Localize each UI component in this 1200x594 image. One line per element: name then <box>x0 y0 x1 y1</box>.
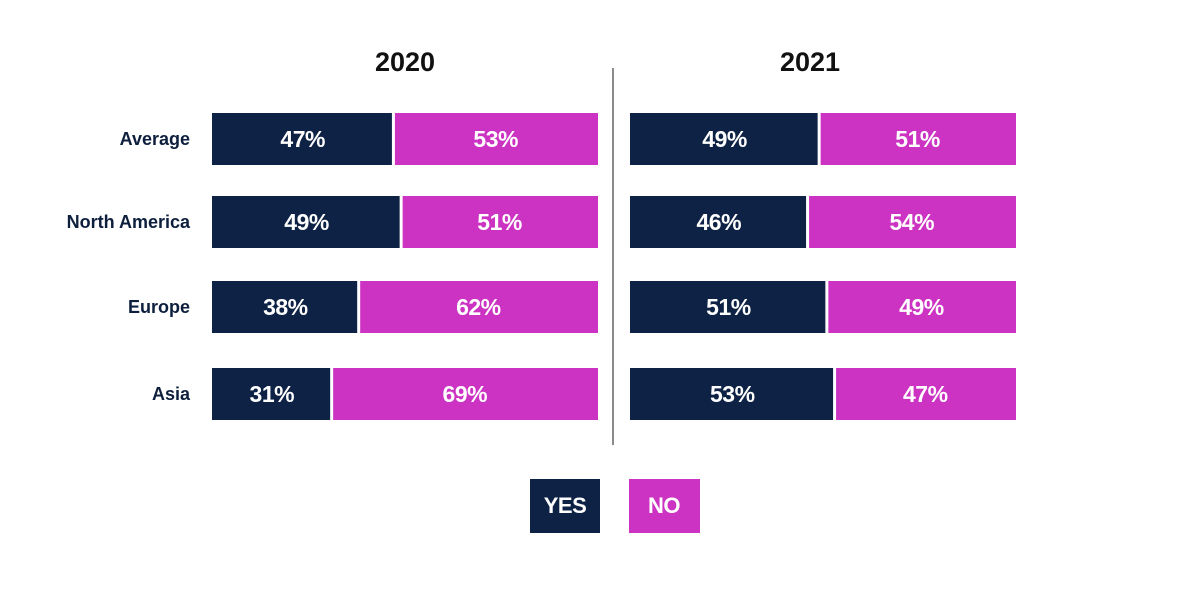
bar-no <box>820 113 1016 165</box>
bar-no <box>333 368 598 420</box>
bar-no-label: 62% <box>456 294 501 320</box>
category-labels: Average North America Europe Asia <box>67 129 191 404</box>
legend: YES NO <box>530 479 700 533</box>
bar-no <box>402 196 598 248</box>
category-label: North America <box>67 212 191 232</box>
bar-no-label: 49% <box>899 294 944 320</box>
bar-no-label: 51% <box>477 209 522 235</box>
bar-no-label: 54% <box>890 209 935 235</box>
bar-yes-label: 53% <box>710 381 755 407</box>
bar-no <box>809 196 1016 248</box>
panel-1: 2021 49% 51% 46% 54% 51% 49% 53% 47% <box>630 47 1016 420</box>
bar-yes <box>212 368 331 420</box>
panel-title: 2020 <box>375 47 435 77</box>
bar-yes <box>630 113 818 165</box>
bar-no <box>360 281 598 333</box>
bar-yes <box>630 368 834 420</box>
bar-no-label: 53% <box>473 126 518 152</box>
bar-yes <box>212 113 392 165</box>
bar-yes-label: 49% <box>702 126 747 152</box>
legend-yes-label: YES <box>544 493 587 518</box>
category-label: Average <box>120 129 190 149</box>
legend-yes-swatch <box>530 479 600 533</box>
bar-yes-label: 46% <box>697 209 742 235</box>
bar-yes-label: 47% <box>280 126 325 152</box>
panel-title: 2021 <box>780 47 840 77</box>
bar-yes <box>630 196 807 248</box>
panel-0: 2020 47% 53% 49% 51% 38% 62% 31% 69% <box>212 47 598 420</box>
bar-no-label: 51% <box>895 126 940 152</box>
bar-yes-label: 49% <box>284 209 329 235</box>
bar-yes <box>212 281 358 333</box>
legend-no-label: NO <box>648 493 680 518</box>
category-label: Europe <box>128 297 190 317</box>
bar-no <box>394 113 598 165</box>
legend-no-swatch <box>629 479 700 533</box>
bar-no <box>828 281 1016 333</box>
category-label: Asia <box>152 384 191 404</box>
bar-yes-label: 31% <box>250 381 295 407</box>
bar-yes <box>212 196 400 248</box>
chart-panels: 2020 47% 53% 49% 51% 38% 62% 31% 69% 2021 49% 51% 46… <box>212 47 1016 420</box>
bar-no-label: 47% <box>903 381 948 407</box>
bar-yes-label: 51% <box>706 294 751 320</box>
bar-no <box>836 368 1016 420</box>
bar-yes-label: 38% <box>263 294 308 320</box>
bar-no-label: 69% <box>443 381 488 407</box>
bar-yes <box>630 281 826 333</box>
